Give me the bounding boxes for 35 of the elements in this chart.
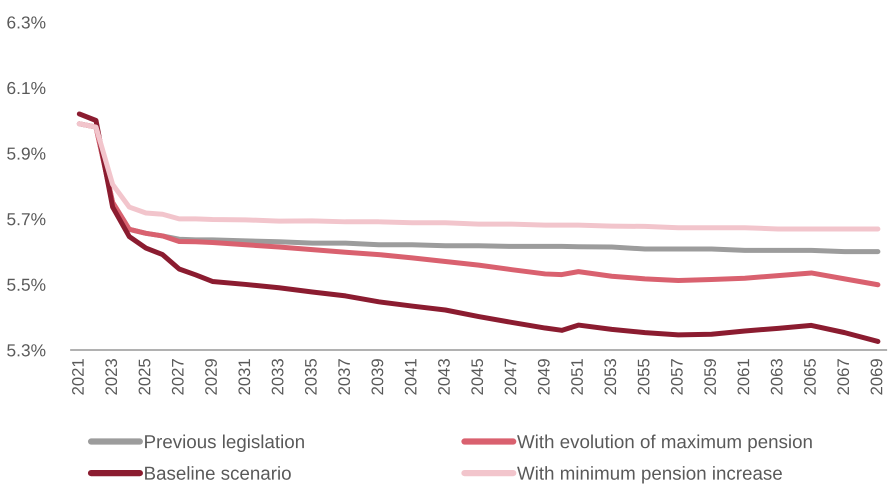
x-tick-label: 2025	[138, 359, 150, 395]
x-tick-label: 2035	[304, 359, 317, 395]
legend-label: With evolution of maximum pension	[517, 434, 812, 452]
x-tick-label: 2041	[404, 359, 417, 395]
x-tick-label: 2063	[770, 359, 783, 395]
legend-label: Previous legislation	[145, 434, 304, 452]
x-tick-label: 2033	[272, 359, 284, 395]
x-tick-label: 2059	[704, 359, 716, 395]
legend-label: With minimum pension increase	[517, 466, 782, 484]
x-tick-label: 2061	[737, 359, 750, 395]
x-tick-label: 2055	[638, 359, 650, 395]
y-tick-label: 6.3%	[7, 16, 46, 29]
y-tick-label: 5.5%	[7, 278, 46, 291]
y-tick-label: 5.9%	[7, 147, 46, 160]
x-tick-label: 2027	[172, 359, 184, 395]
x-tick-label: 2051	[571, 359, 583, 395]
x-tick-label: 2029	[205, 359, 217, 395]
y-tick-label: 5.7%	[7, 213, 46, 226]
x-tick-label: 2067	[837, 359, 850, 395]
y-tick-label: 6.1%	[7, 82, 46, 94]
x-tick-label: 2031	[238, 359, 250, 395]
y-tick-label: 5.3%	[7, 344, 46, 356]
x-tick-label: 2043	[438, 359, 450, 395]
x-tick-label: 2021	[72, 359, 84, 395]
x-tick-label: 2037	[338, 359, 350, 395]
x-tick-label: 2057	[670, 359, 683, 395]
x-tick-label: 2047	[504, 359, 516, 395]
x-tick-label: 2023	[105, 359, 118, 395]
x-tick-label: 2069	[870, 359, 882, 395]
x-tick-label: 2039	[371, 359, 384, 395]
x-tick-label: 2065	[804, 359, 816, 395]
x-tick-label: 2049	[538, 359, 550, 395]
x-tick-label: 2045	[471, 359, 484, 395]
x-tick-label: 2053	[604, 359, 616, 395]
legend-label: Baseline scenario	[145, 466, 291, 480]
